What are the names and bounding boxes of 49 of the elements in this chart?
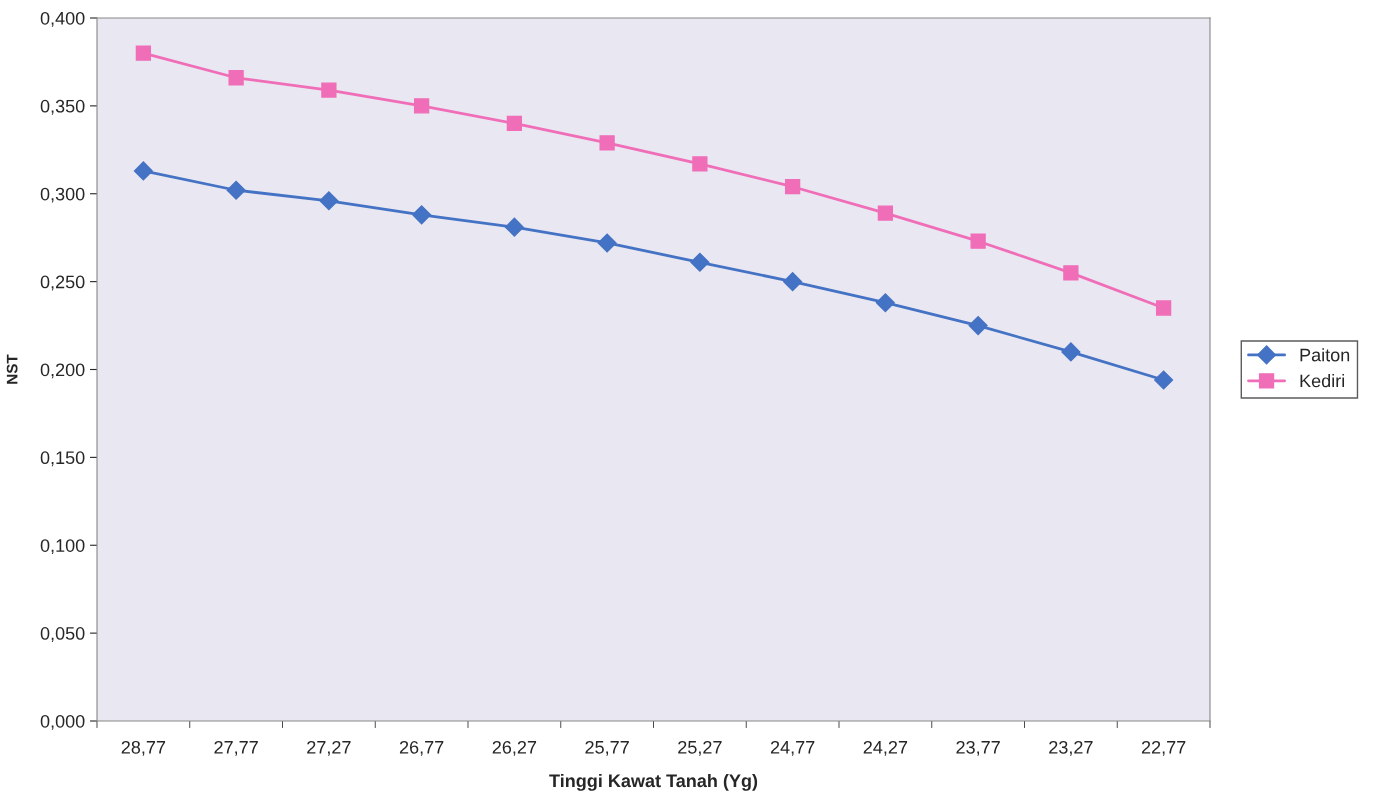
point — [597, 233, 617, 253]
x-tick-label: 28,77 — [121, 740, 166, 756]
point — [599, 135, 615, 151]
legend-label: Kediri — [1300, 374, 1345, 388]
point — [968, 316, 988, 336]
point — [1154, 370, 1174, 390]
point — [970, 233, 986, 249]
y-tick-label: 0,250 — [40, 275, 85, 291]
point — [135, 45, 152, 61]
point — [1155, 300, 1172, 316]
x-tick-label: 25,27 — [678, 740, 722, 756]
y-tick-label: 0,300 — [40, 187, 85, 203]
point — [321, 82, 337, 98]
x-tick-label: 26,27 — [492, 740, 537, 756]
y-tick-label: 0,050 — [40, 627, 85, 642]
point — [1063, 265, 1079, 281]
point — [506, 115, 523, 132]
y-axis-title: NST — [6, 354, 18, 384]
y-tick-label: 0,350 — [40, 99, 85, 115]
point — [504, 217, 524, 237]
point — [690, 252, 710, 272]
x-axis-title: Tinggi Kawat Tanah (Yg) — [549, 773, 758, 791]
point — [784, 179, 801, 195]
y-tick-label: 0,100 — [40, 539, 85, 555]
x-tick-label: 23,27 — [1049, 740, 1093, 756]
point — [875, 293, 895, 313]
x-tick-label: 27,27 — [307, 740, 351, 756]
point — [783, 272, 803, 292]
y-tick-label: 0,400 — [40, 11, 85, 27]
point — [692, 156, 708, 172]
x-tick-label: 25,77 — [585, 740, 629, 756]
x-tick-label: 26,77 — [399, 740, 444, 756]
point — [226, 180, 246, 200]
x-tick-label: 22,77 — [1141, 740, 1186, 756]
point — [1061, 342, 1081, 362]
point — [133, 161, 153, 181]
y-tick-label: 0,150 — [40, 451, 85, 467]
x-tick-label: 24,27 — [863, 740, 908, 756]
y-tick-label: 0,200 — [40, 363, 85, 379]
x-tick-label: 23,77 — [956, 740, 1000, 756]
point — [228, 70, 244, 86]
x-tick-label: 24,77 — [770, 740, 815, 756]
point — [413, 98, 430, 114]
point — [319, 191, 339, 211]
point — [412, 205, 432, 225]
y-tick-label: 0,000 — [40, 714, 85, 730]
point — [877, 205, 894, 221]
legend-label: Paiton — [1300, 348, 1350, 362]
x-tick-label: 27,77 — [214, 740, 258, 756]
